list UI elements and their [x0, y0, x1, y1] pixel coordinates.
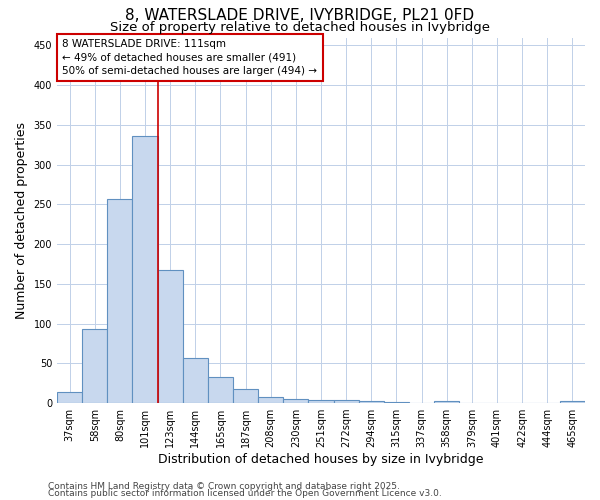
Bar — [183, 358, 208, 403]
Text: Contains HM Land Registry data © Crown copyright and database right 2025.: Contains HM Land Registry data © Crown c… — [48, 482, 400, 491]
Bar — [308, 400, 334, 403]
Text: 8 WATERSLADE DRIVE: 111sqm
← 49% of detached houses are smaller (491)
50% of sem: 8 WATERSLADE DRIVE: 111sqm ← 49% of deta… — [62, 40, 317, 76]
Bar — [107, 199, 133, 403]
Bar — [57, 392, 82, 403]
Bar — [82, 329, 107, 403]
Text: 8, WATERSLADE DRIVE, IVYBRIDGE, PL21 0FD: 8, WATERSLADE DRIVE, IVYBRIDGE, PL21 0FD — [125, 8, 475, 22]
X-axis label: Distribution of detached houses by size in Ivybridge: Distribution of detached houses by size … — [158, 453, 484, 466]
Bar — [283, 399, 308, 403]
Text: Contains public sector information licensed under the Open Government Licence v3: Contains public sector information licen… — [48, 490, 442, 498]
Bar — [560, 400, 585, 403]
Text: Size of property relative to detached houses in Ivybridge: Size of property relative to detached ho… — [110, 21, 490, 34]
Bar — [208, 377, 233, 403]
Bar — [359, 400, 384, 403]
Bar — [384, 402, 409, 403]
Bar — [233, 389, 258, 403]
Bar — [334, 400, 359, 403]
Bar — [158, 270, 183, 403]
Bar — [434, 400, 459, 403]
Y-axis label: Number of detached properties: Number of detached properties — [15, 122, 28, 319]
Bar — [258, 396, 283, 403]
Bar — [133, 136, 158, 403]
